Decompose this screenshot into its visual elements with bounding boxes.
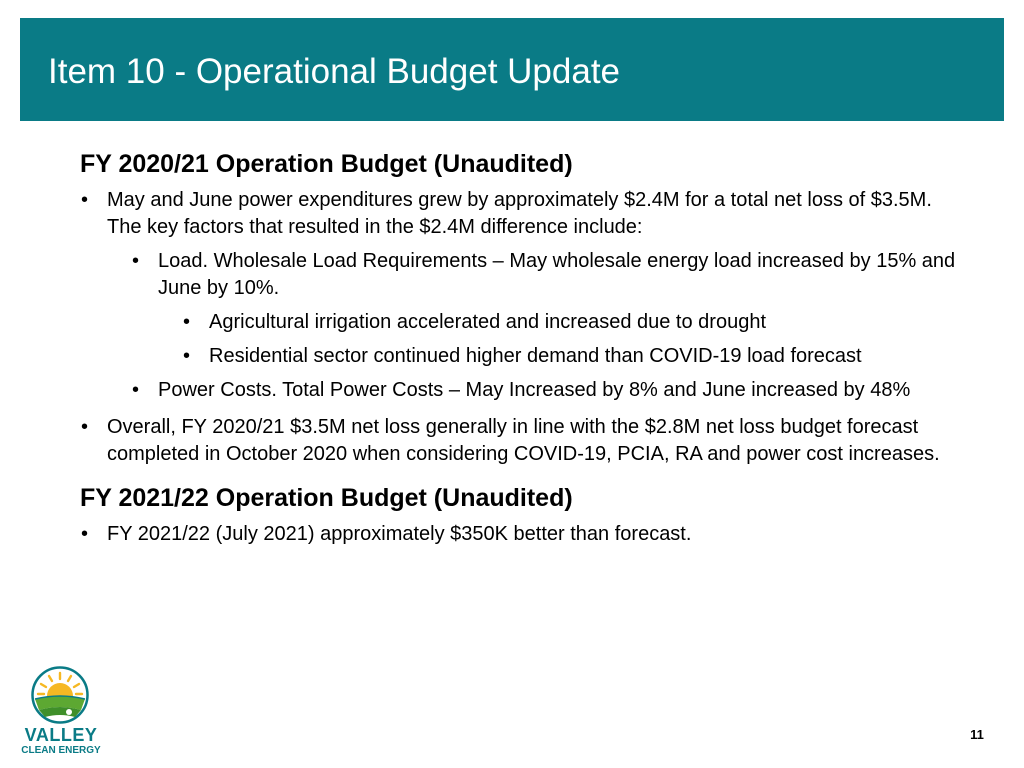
slide-title: Item 10 - Operational Budget Update (48, 52, 621, 91)
bullet-text: Load. Wholesale Load Requirements – May … (158, 250, 956, 299)
sub-sub-bullet-list: Agricultural irrigation accelerated and … (158, 309, 960, 370)
bullet-item: FY 2021/22 (July 2021) approximately $35… (81, 521, 960, 548)
valley-clean-energy-logo: VALLEY CLEAN ENERGY (20, 666, 102, 758)
title-bar: Item 10 - Operational Budget Update (20, 18, 1004, 121)
bullet-item: May and June power expenditures grew by … (81, 187, 960, 404)
logo-subname: CLEAN ENERGY (21, 745, 101, 756)
page-number: 11 (970, 727, 984, 742)
sub-sub-bullet-item: Residential sector continued higher dema… (183, 343, 960, 370)
logo-name: VALLEY (24, 725, 98, 745)
sub-bullet-item: Load. Wholesale Load Requirements – May … (132, 248, 960, 370)
slide-content: FY 2020/21 Operation Budget (Unaudited) … (80, 148, 960, 548)
section-heading-fy2021: FY 2020/21 Operation Budget (Unaudited) (80, 150, 573, 178)
bullet-item: Overall, FY 2020/21 $3.5M net loss gener… (81, 414, 960, 468)
section-heading-fy2122: FY 2021/22 Operation Budget (Unaudited) (80, 484, 573, 512)
bullet-list: May and June power expenditures grew by … (80, 187, 960, 468)
bullet-text: May and June power expenditures grew by … (107, 189, 932, 238)
sub-bullet-item: Power Costs. Total Power Costs – May Inc… (132, 377, 960, 404)
sub-bullet-list: Load. Wholesale Load Requirements – May … (107, 248, 960, 404)
sun-field-logo-icon (31, 666, 89, 724)
sub-sub-bullet-item: Agricultural irrigation accelerated and … (183, 309, 960, 336)
bullet-list: FY 2021/22 (July 2021) approximately $35… (80, 521, 960, 548)
